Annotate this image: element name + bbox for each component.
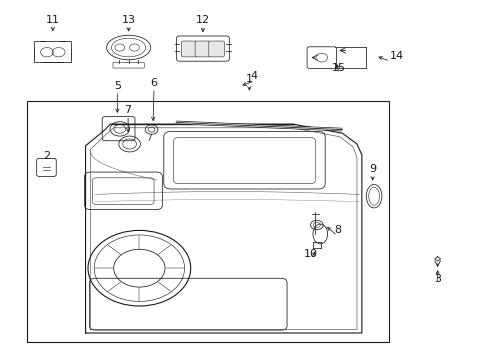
Text: 12: 12	[196, 15, 209, 25]
Text: 1: 1	[245, 74, 252, 84]
Text: 7: 7	[124, 105, 131, 115]
Text: 5: 5	[114, 81, 121, 91]
Text: 13: 13	[122, 15, 135, 25]
Text: 10: 10	[303, 249, 317, 259]
Text: 2: 2	[43, 150, 50, 161]
FancyBboxPatch shape	[181, 41, 197, 57]
Text: 6: 6	[150, 78, 157, 88]
Text: 3: 3	[433, 274, 440, 284]
FancyBboxPatch shape	[195, 41, 210, 57]
Text: 14: 14	[389, 51, 404, 61]
FancyBboxPatch shape	[208, 41, 224, 57]
Bar	[27, 101, 388, 342]
Text: 9: 9	[368, 164, 375, 174]
Text: 11: 11	[46, 15, 60, 25]
Text: 8: 8	[333, 225, 340, 235]
Text: 4: 4	[250, 71, 257, 81]
Text: 15: 15	[331, 63, 345, 73]
